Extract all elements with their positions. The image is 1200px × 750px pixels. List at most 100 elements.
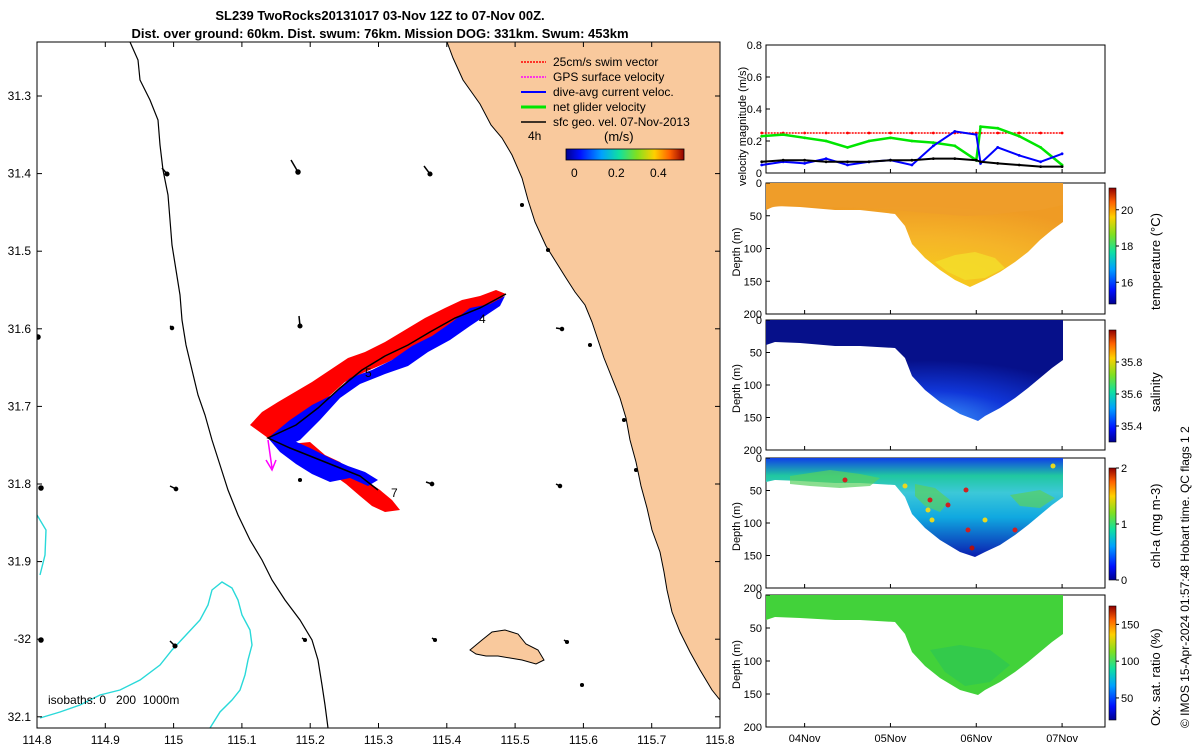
map-x-tick-label: 115.4 [432,733,461,747]
land-mass [446,42,720,701]
velocity-point [889,158,892,162]
velocity-point [867,160,871,164]
map-colorbar-tick-2: 0.4 [650,166,667,180]
current-fan-north [268,296,505,448]
velocity-point [931,141,935,145]
map-legend: 25cm/s swim vector GPS surface velocity … [521,55,690,180]
velocity-point [1017,163,1021,167]
velocity-point [1060,152,1064,156]
map-colorbar-tick-1: 0.2 [608,166,625,180]
day-marker-7: 7 [391,486,398,500]
velocity-point [803,131,807,135]
depth-tick-label: 100 [744,380,762,392]
depth-tick-label: 0 [756,590,762,602]
map-x-tick-label: 115.8 [705,733,734,747]
temperature-upper-layer [766,183,1063,216]
velocity-point [781,158,785,162]
map-y-tick-label: 31.4 [8,167,32,181]
depth-tick-label: 150 [744,689,762,701]
day-marker-5: 5 [365,366,372,380]
colorbar-tick-label: 16 [1121,277,1133,289]
salinity-colorbar-label: salinity [1148,372,1163,412]
map-colorbar-tick-0: 0 [571,166,578,180]
map-x-tick-label: 115.2 [296,733,325,747]
depth-axis-label: Depth (m) [731,502,743,551]
velocity-series-sfc-geo-vel- [761,157,1063,168]
colorbar-tick-label: 100 [1121,656,1139,668]
velocity-point [824,131,828,135]
velocity-point [979,125,982,128]
isobath-1000m [37,514,253,728]
depth-tick-label: 50 [750,211,762,223]
legend-dive-avg-current: dive-avg current veloc. [553,85,674,99]
legend-interval: 4h [528,129,541,143]
map-y-tick-label: 31.5 [8,244,32,258]
velocity-point [803,162,807,165]
colorbar-labels: temperature (°C) salinity chl-a (mg m-3)… [1148,213,1163,726]
velocity-point [910,131,914,135]
velocity-y-tick-label: 0 [756,168,762,180]
chlorophyll-colorbar [1108,467,1117,581]
velocity-point [889,131,892,135]
legend-sfc-geo-velocity: sfc geo. vel. 07-Nov-2013 [553,115,690,129]
velocity-point [931,131,935,135]
map-colorbar-title: (m/s) [604,129,634,144]
velocity-point [910,158,914,162]
colorbar-tick-label: 2 [1121,463,1127,475]
map-x-tick-label: 115.1 [227,733,256,747]
depth-tick-label: 50 [750,623,762,635]
oxygen-colorbar-label: Ox. sat. ratio (%) [1148,628,1163,726]
map-x-tick-label: 115 [164,733,183,747]
velocity-point [931,157,935,161]
velocity-point [846,146,849,149]
velocity-point [846,160,849,164]
depth-tick-label: 50 [750,486,762,498]
velocity-point [1017,134,1021,138]
depth-tick-label: 0 [756,178,762,190]
legend-swim-vector: 25cm/s swim vector [553,55,658,69]
colorbar-tick-label: 1 [1121,519,1127,531]
colorbar-tick-label: 35.8 [1121,357,1142,369]
salinity-section [766,320,1063,421]
velocity-point [953,130,957,133]
colorbar-tick-label: 150 [1121,619,1139,631]
velocity-point [974,158,978,162]
velocity-y-tick-label: 0.4 [747,104,762,116]
velocity-point [846,163,849,167]
depth-tick-label: 150 [744,276,762,288]
colorbar-tick-label: 35.4 [1121,421,1142,433]
figure-title-line-2: Dist. over ground: 60km. Dist. swum: 76k… [131,26,629,41]
glider-track-line [266,293,507,491]
depth-tick-label: 200 [744,583,762,595]
map-x-tick-label: 114.8 [22,733,51,747]
gps-surface-velocity-arrow [267,439,273,469]
time-tick-label: 06Nov [960,733,992,745]
velocity-point [1039,165,1043,169]
velocity-point [1017,154,1021,157]
depth-axis-label: Depth (m) [731,640,743,689]
velocity-point [996,131,1000,135]
velocity-axes [765,44,1106,174]
velocity-point [824,139,828,143]
velocity-y-tick-label: 0.2 [747,136,762,148]
imos-credit: © IMOS 15-Apr-2024 01:57:48 Hobart time.… [1178,426,1192,728]
velocity-point [974,133,978,137]
velocity-y-tick-label: 0.6 [747,72,762,84]
time-axis-ticks: 04Nov 05Nov 06Nov 07Nov [789,169,1078,745]
velocity-point [910,139,914,143]
time-tick-label: 05Nov [875,733,907,745]
velocity-series-net-glider-velocity [761,125,1063,166]
depth-tick-label: 100 [744,656,762,668]
chlorophyll-panel [765,457,1106,589]
isobaths-label: isobaths: 0 200 1000m [48,693,179,707]
oxygen-colorbar [1108,605,1117,721]
velocity-point [953,144,957,148]
map-x-tick-label: 115.6 [569,733,598,747]
map-x-tick-label: 115.5 [501,733,530,747]
velocity-point [1060,131,1064,135]
velocity-point [996,162,1000,165]
depth-tick-label: 200 [744,722,762,734]
depth-tick-label: 150 [744,413,762,425]
colorbar-tick-label: 50 [1121,693,1133,705]
